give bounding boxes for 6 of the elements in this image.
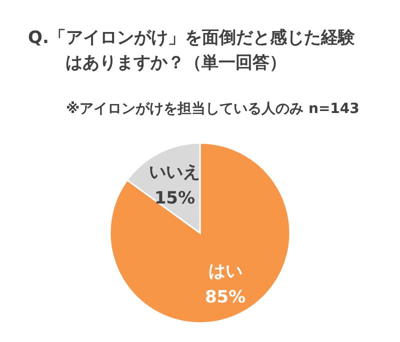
slice-label: はい [208, 262, 242, 282]
chart-title: Q.「アイロンがけ」を面倒だと感じた経験はありますか？（単一回答） [28, 27, 356, 75]
chart-subtitle: ※アイロンがけを担当している人のみ n=143 [66, 100, 360, 118]
data-label: 85% [204, 288, 246, 308]
data-label: 15% [154, 188, 196, 208]
slice-label: いいえ [149, 162, 200, 182]
